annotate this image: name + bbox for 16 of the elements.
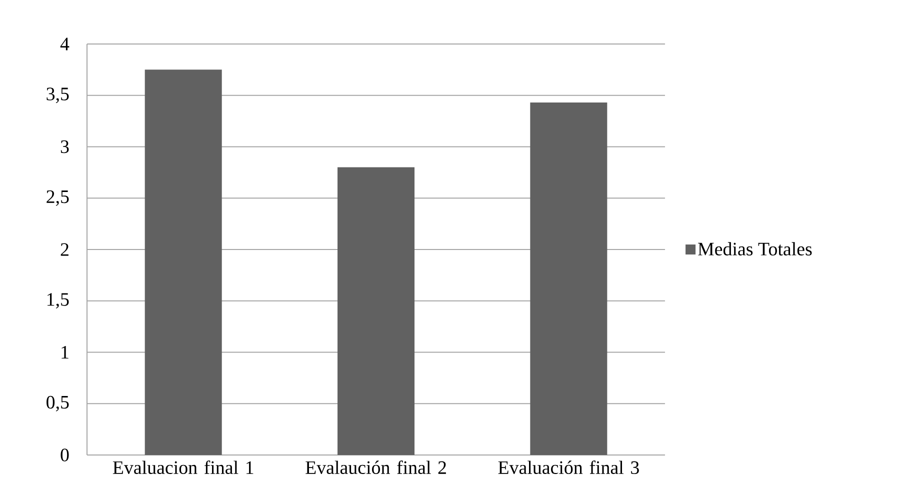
y-tick-label: 2: [60, 243, 68, 256]
y-tick-label: 1,5: [47, 293, 69, 309]
y-tick-label: 4: [60, 38, 70, 50]
legend-label: Medias Totales: [698, 242, 812, 256]
y-tick-label: 1: [62, 346, 68, 358]
x-tick-label: Evalaución final 2: [306, 460, 446, 474]
y-tick-label: 3: [60, 140, 69, 154]
x-tick-label: Evaluacion final 1: [112, 460, 254, 474]
bar: [144, 70, 222, 455]
y-tick-label: 0: [60, 448, 69, 462]
x-tick-label: Evaluación final 3: [498, 460, 639, 474]
y-tick-label: 2,5: [46, 190, 69, 206]
y-tick-label: 0,5: [46, 396, 69, 412]
y-tick-label: 3,5: [46, 88, 69, 104]
bar: [530, 102, 608, 455]
bar: [338, 167, 415, 455]
